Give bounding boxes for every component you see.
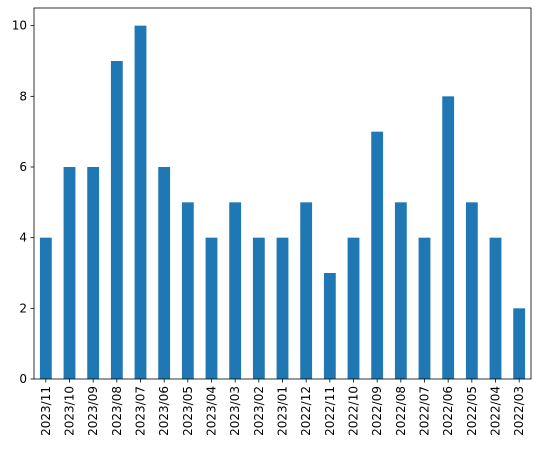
x-tick-label: 2022/08 [394, 386, 408, 436]
x-tick-label: 2022/11 [323, 386, 337, 436]
x-tick-label: 2022/12 [299, 386, 313, 436]
bar-2022-03 [513, 308, 526, 379]
x-tick-label: 2023/11 [39, 386, 53, 436]
x-axis: 2023/11 2023/10 2023/09 2023/08 2023/07 2023/… [39, 379, 526, 436]
bar-2022-08 [394, 202, 407, 379]
y-tick-label: 10 [12, 19, 27, 33]
y-tick-label: 6 [19, 160, 27, 174]
bar-2022-12 [300, 202, 313, 379]
x-tick-label: 2023/10 [63, 386, 77, 436]
x-tick-label: 2023/09 [86, 386, 100, 436]
bar-2023-02 [252, 237, 265, 379]
x-tick-label: 2022/05 [465, 386, 479, 436]
bar-2022-04 [489, 237, 502, 379]
bar-2023-01 [276, 237, 289, 379]
x-tick-label: 2022/10 [347, 386, 361, 436]
bar-2022-11 [323, 273, 336, 379]
y-tick-label: 8 [19, 89, 27, 103]
bar-2022-06 [442, 96, 455, 379]
bar-2022-10 [347, 237, 360, 379]
x-tick-label: 2022/06 [441, 386, 455, 436]
bars [39, 25, 526, 380]
x-tick-label: 2023/04 [205, 386, 219, 436]
x-tick-label: 2022/07 [418, 386, 432, 436]
bar-2023-11 [39, 237, 52, 379]
bar-2023-07 [134, 25, 147, 380]
x-tick-label: 2023/01 [276, 386, 290, 436]
x-tick-label: 2023/03 [228, 386, 242, 436]
y-tick-label: 4 [19, 231, 27, 245]
x-tick-label: 2023/02 [252, 386, 266, 436]
y-tick-label: 0 [19, 372, 27, 386]
bar-2023-10 [63, 167, 76, 379]
y-tick-label: 2 [19, 301, 27, 315]
bar-2023-03 [229, 202, 242, 379]
x-tick-label: 2022/04 [489, 386, 503, 436]
x-tick-label: 2023/07 [134, 386, 148, 436]
x-tick-label: 2023/05 [181, 386, 195, 436]
x-tick-label: 2022/09 [370, 386, 384, 436]
bar-2022-05 [465, 202, 478, 379]
x-tick-label: 2023/06 [157, 386, 171, 436]
bar-2022-09 [371, 131, 384, 379]
x-tick-label: 2022/03 [512, 386, 526, 436]
bar-2023-08 [110, 61, 123, 379]
bar-2023-05 [181, 202, 194, 379]
bar-2023-09 [87, 167, 100, 379]
bar-2022-07 [418, 237, 431, 379]
y-axis: 0 2 4 6 8 10 [12, 19, 34, 386]
x-tick-label: 2023/08 [110, 386, 124, 436]
plot-frame [33, 7, 532, 380]
bar-2023-06 [158, 167, 171, 379]
bar-2023-04 [205, 237, 218, 379]
